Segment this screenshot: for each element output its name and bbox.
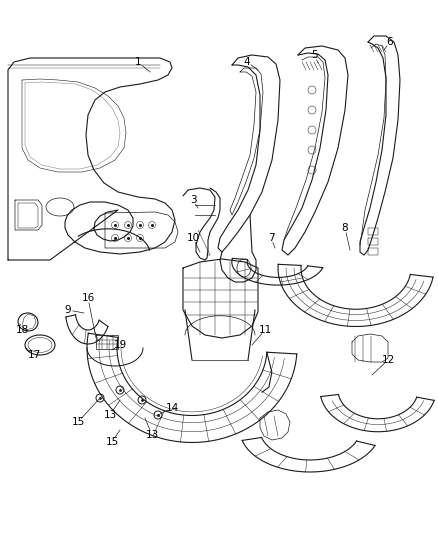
Text: 1: 1	[135, 57, 141, 67]
Text: 14: 14	[166, 403, 179, 413]
Text: 10: 10	[187, 233, 200, 243]
Text: 12: 12	[381, 355, 395, 365]
Text: 7: 7	[268, 233, 274, 243]
Text: 3: 3	[190, 195, 196, 205]
Text: 15: 15	[106, 437, 119, 447]
Text: 18: 18	[15, 325, 28, 335]
Text: 17: 17	[27, 350, 41, 360]
Text: 5: 5	[312, 50, 318, 60]
Text: 13: 13	[103, 410, 117, 420]
Text: 19: 19	[113, 340, 127, 350]
Text: 8: 8	[342, 223, 348, 233]
Text: 13: 13	[145, 430, 159, 440]
Text: 4: 4	[244, 57, 250, 67]
Text: 16: 16	[81, 293, 95, 303]
Text: 15: 15	[71, 417, 85, 427]
Text: 9: 9	[65, 305, 71, 315]
Text: 11: 11	[258, 325, 272, 335]
Text: 6: 6	[387, 37, 393, 47]
